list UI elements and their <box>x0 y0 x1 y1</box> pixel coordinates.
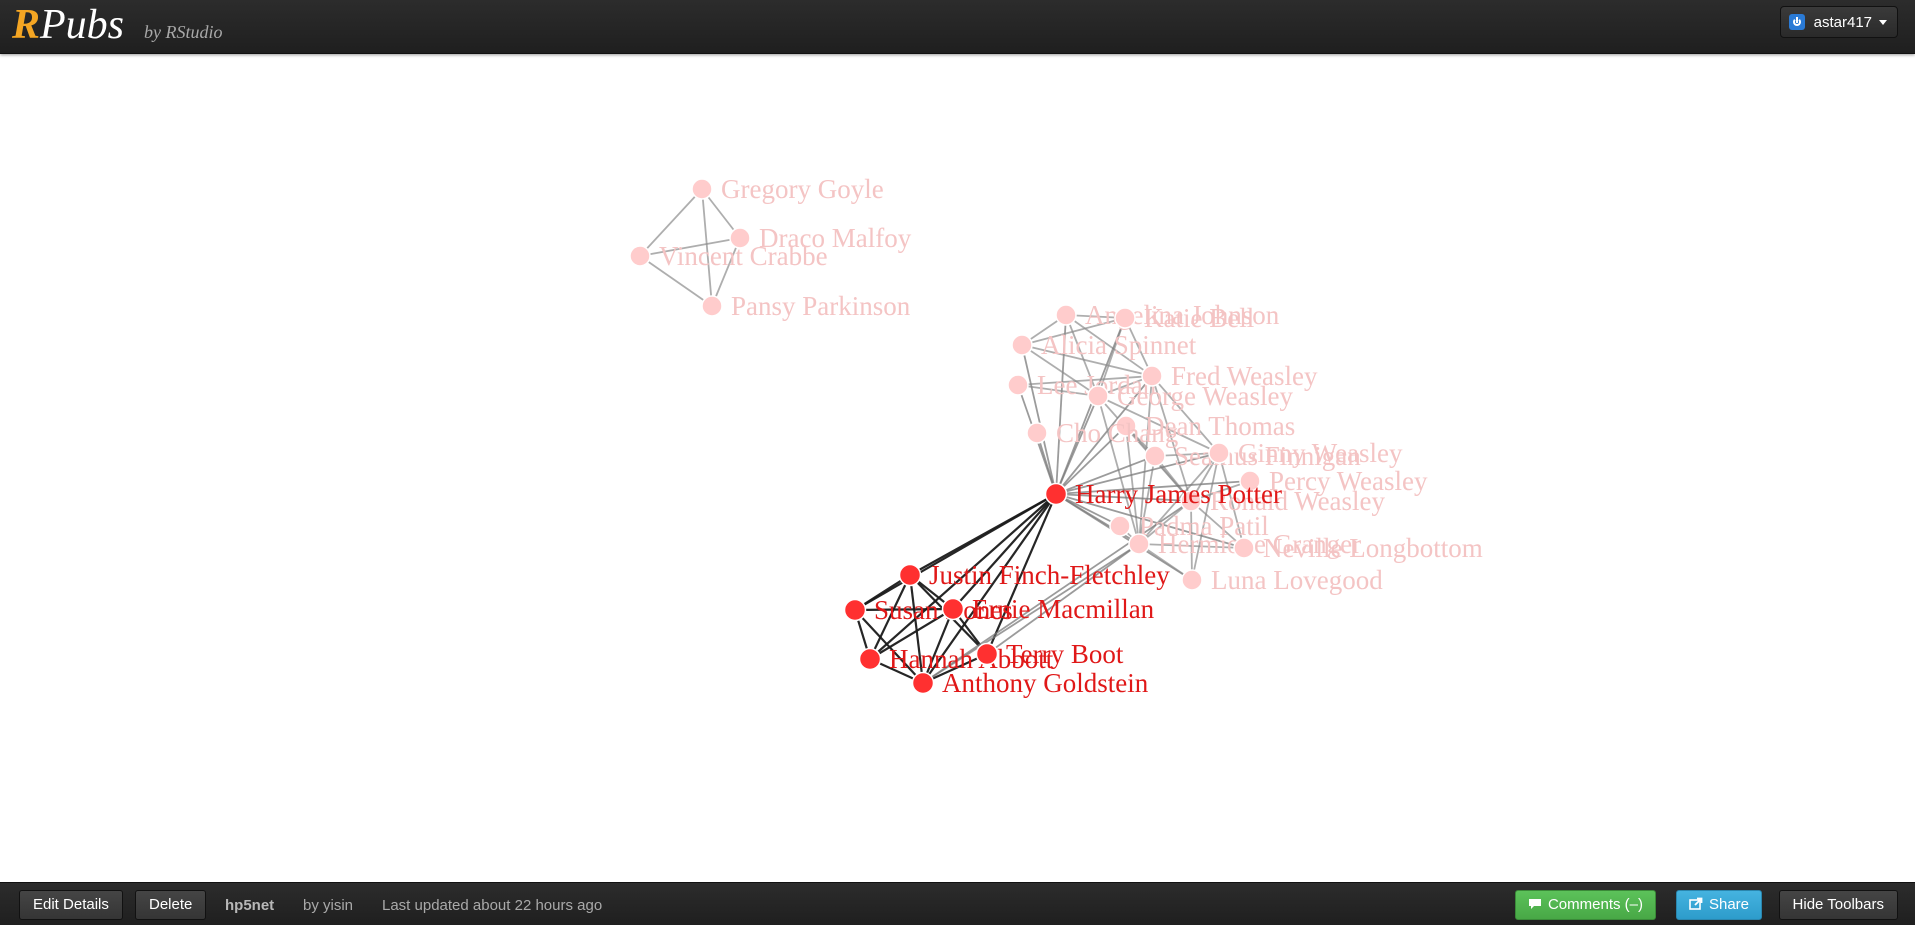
comment-icon <box>1528 898 1542 910</box>
node-circle[interactable] <box>1110 516 1130 536</box>
node-circle[interactable] <box>913 673 934 694</box>
network-node[interactable]: Vincent Crabbe <box>630 241 828 271</box>
username: astar417 <box>1814 14 1872 31</box>
last-updated-text: Last updated about 22 hours ago <box>382 897 602 914</box>
node-label: Cho Chang <box>1056 418 1178 448</box>
node-circle[interactable] <box>1115 308 1135 328</box>
node-circle[interactable] <box>1046 484 1067 505</box>
network-node[interactable]: Alicia Spinnet <box>1012 330 1197 360</box>
share-icon <box>1689 897 1703 910</box>
network-edge <box>1022 345 1056 494</box>
hide-toolbars-button[interactable]: Hide Toolbars <box>1779 890 1898 920</box>
top-toolbar: RPubs by RStudio astar417 <box>0 0 1915 54</box>
node-circle[interactable] <box>1012 335 1032 355</box>
delete-button[interactable]: Delete <box>135 890 206 920</box>
node-circle[interactable] <box>702 296 722 316</box>
node-circle[interactable] <box>1234 538 1254 558</box>
node-label: Harry James Potter <box>1075 479 1282 509</box>
node-circle[interactable] <box>1088 386 1108 406</box>
user-menu-button[interactable]: astar417 <box>1780 6 1898 38</box>
network-node[interactable]: Ernie Macmillan <box>943 594 1155 624</box>
network-node[interactable]: Luna Lovegood <box>1182 565 1383 595</box>
node-circle[interactable] <box>692 179 712 199</box>
node-label: Gregory Goyle <box>721 174 884 204</box>
node-circle[interactable] <box>900 565 921 586</box>
power-icon <box>1789 14 1805 30</box>
comments-label: Comments (–) <box>1548 896 1643 913</box>
node-label: George Weasley <box>1117 381 1294 411</box>
network-node[interactable]: Neville Longbottom <box>1234 533 1483 563</box>
node-label: Terry Boot <box>1006 639 1124 669</box>
node-label: Alicia Spinnet <box>1041 330 1197 360</box>
network-node[interactable]: Gregory Goyle <box>692 174 884 204</box>
node-label: Justin Finch-Fletchley <box>929 560 1170 590</box>
document-title: hp5net <box>225 897 274 914</box>
network-node[interactable]: Justin Finch-Fletchley <box>900 560 1171 590</box>
node-label: Luna Lovegood <box>1211 565 1383 595</box>
network-visualization[interactable]: Gregory Goyle Draco Malfoy Vincent Crabbe P… <box>0 54 1915 882</box>
network-node[interactable]: George Weasley <box>1088 381 1294 411</box>
caret-down-icon <box>1879 20 1887 25</box>
node-label: Ginny Weasley <box>1238 438 1403 468</box>
network-node[interactable]: Harry James Potter <box>1046 479 1282 509</box>
nodes-layer: Gregory GoyleDraco MalfoyVincent CrabbeP… <box>630 174 1483 698</box>
node-label: Ernie Macmillan <box>972 594 1155 624</box>
network-node[interactable]: Cho Chang <box>1027 418 1178 448</box>
node-circle[interactable] <box>1027 423 1047 443</box>
node-circle[interactable] <box>630 246 650 266</box>
comments-button[interactable]: Comments (–) <box>1515 890 1656 920</box>
node-label: Anthony Goldstein <box>942 668 1149 698</box>
node-label: Vincent Crabbe <box>659 241 828 271</box>
network-edge <box>953 494 1056 609</box>
node-circle[interactable] <box>1145 446 1165 466</box>
network-node[interactable]: Anthony Goldstein <box>913 668 1149 698</box>
node-circle[interactable] <box>1008 375 1028 395</box>
node-circle[interactable] <box>1182 570 1202 590</box>
node-label: Katie Bell <box>1144 303 1254 333</box>
node-circle[interactable] <box>977 644 998 665</box>
network-edge <box>855 494 1056 610</box>
edit-details-button[interactable]: Edit Details <box>19 890 123 920</box>
node-circle[interactable] <box>1056 305 1076 325</box>
node-label: Neville Longbottom <box>1263 533 1483 563</box>
bottom-toolbar: Edit Details Delete hp5net by yisin Last… <box>0 882 1915 925</box>
rpubs-logo[interactable]: RPubs <box>12 3 124 47</box>
node-circle[interactable] <box>943 599 964 620</box>
share-label: Share <box>1709 896 1749 913</box>
node-circle[interactable] <box>860 649 881 670</box>
node-circle[interactable] <box>1209 443 1229 463</box>
rstudio-byline: by RStudio <box>144 22 223 43</box>
node-circle[interactable] <box>845 600 866 621</box>
node-circle[interactable] <box>1129 534 1149 554</box>
author-text: by yisin <box>303 897 353 914</box>
node-label: Pansy Parkinson <box>731 291 911 321</box>
network-node[interactable]: Ginny Weasley <box>1209 438 1403 468</box>
share-button[interactable]: Share <box>1676 890 1762 920</box>
network-node[interactable]: Pansy Parkinson <box>702 291 911 321</box>
